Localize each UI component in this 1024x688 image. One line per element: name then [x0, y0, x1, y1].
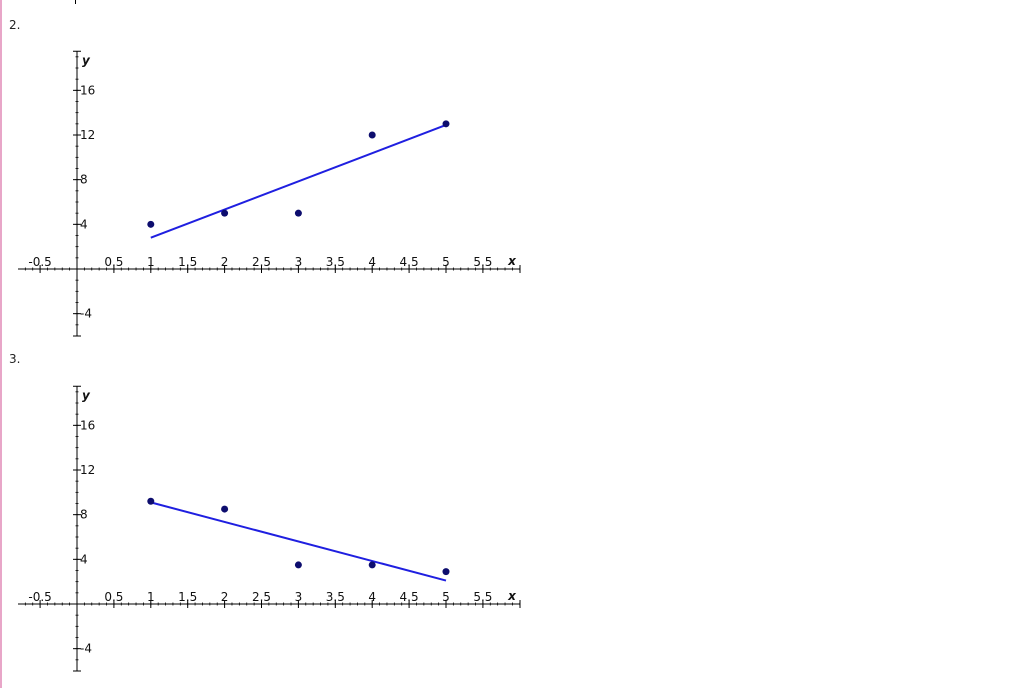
data-point [294, 561, 302, 569]
scatter-plot-problem-2: -0.5 0.5 1 1.5 2 2.5 3 3.5 4 4.5 5 5.5 -4 4 8 12 16 x y [18, 50, 521, 337]
x-tick-label: 2.5 [252, 590, 271, 604]
x-tick-label: 5 [442, 590, 450, 604]
x-tick-label: 1.5 [178, 255, 197, 269]
x-tick-label: 0.5 [104, 255, 123, 269]
y-tick-label: 8 [80, 173, 88, 187]
x-tick-label: 5 [442, 255, 450, 269]
x-tick-label: 2 [221, 255, 229, 269]
y-tick-label: -4 [80, 307, 92, 321]
regression-line [150, 501, 447, 582]
x-tick-label: 0.5 [104, 590, 123, 604]
data-point [442, 568, 450, 576]
data-point [221, 505, 229, 513]
data-point [147, 497, 155, 505]
page-left-border [0, 0, 2, 688]
data-point [368, 561, 376, 569]
problem-number-2: 2. [9, 18, 21, 32]
y-tick-label: 16 [80, 83, 95, 97]
y-tick-label: -4 [80, 642, 92, 656]
x-tick-label: 3 [295, 255, 303, 269]
x-tick-label: 2 [221, 590, 229, 604]
x-tick-label: -0.5 [28, 255, 51, 269]
x-tick-label: -0.5 [28, 590, 51, 604]
y-tick-label: 4 [80, 552, 88, 566]
regression-line [150, 124, 447, 239]
x-tick-label: 5.5 [473, 255, 492, 269]
x-tick-label: 4.5 [400, 255, 419, 269]
data-point [221, 209, 229, 217]
x-tick-label: 1 [147, 255, 155, 269]
x-tick-label: 3.5 [326, 255, 345, 269]
x-tick-label: 5.5 [473, 590, 492, 604]
y-tick-label: 8 [80, 508, 88, 522]
data-point [368, 131, 376, 139]
y-tick-label: 4 [80, 217, 88, 231]
problem-number-3: 3. [9, 352, 21, 366]
y-tick-label: 12 [80, 463, 95, 477]
x-tick-label: 4 [368, 255, 376, 269]
x-axis-label: x [507, 589, 517, 603]
y-tick-label: 12 [80, 128, 95, 142]
scatter-plot-problem-3: -0.5 0.5 1 1.5 2 2.5 3 3.5 4 4.5 5 5.5 -4 4 8 12 16 x y [18, 385, 521, 672]
data-point [442, 120, 450, 128]
y-tick-label: 16 [80, 418, 95, 432]
x-tick-label: 1.5 [178, 590, 197, 604]
x-tick-label: 1 [147, 590, 155, 604]
x-tick-label: 3 [295, 590, 303, 604]
x-tick-label: 3.5 [326, 590, 345, 604]
y-axis-label: y [82, 388, 91, 402]
x-tick-label: 4 [368, 590, 376, 604]
previous-plot-axis-stub [75, 0, 76, 4]
x-tick-label: 4.5 [400, 590, 419, 604]
data-point [294, 209, 302, 217]
data-point [147, 220, 155, 228]
x-tick-label: 2.5 [252, 255, 271, 269]
x-axis-label: x [507, 254, 517, 268]
y-axis-label: y [82, 53, 91, 67]
